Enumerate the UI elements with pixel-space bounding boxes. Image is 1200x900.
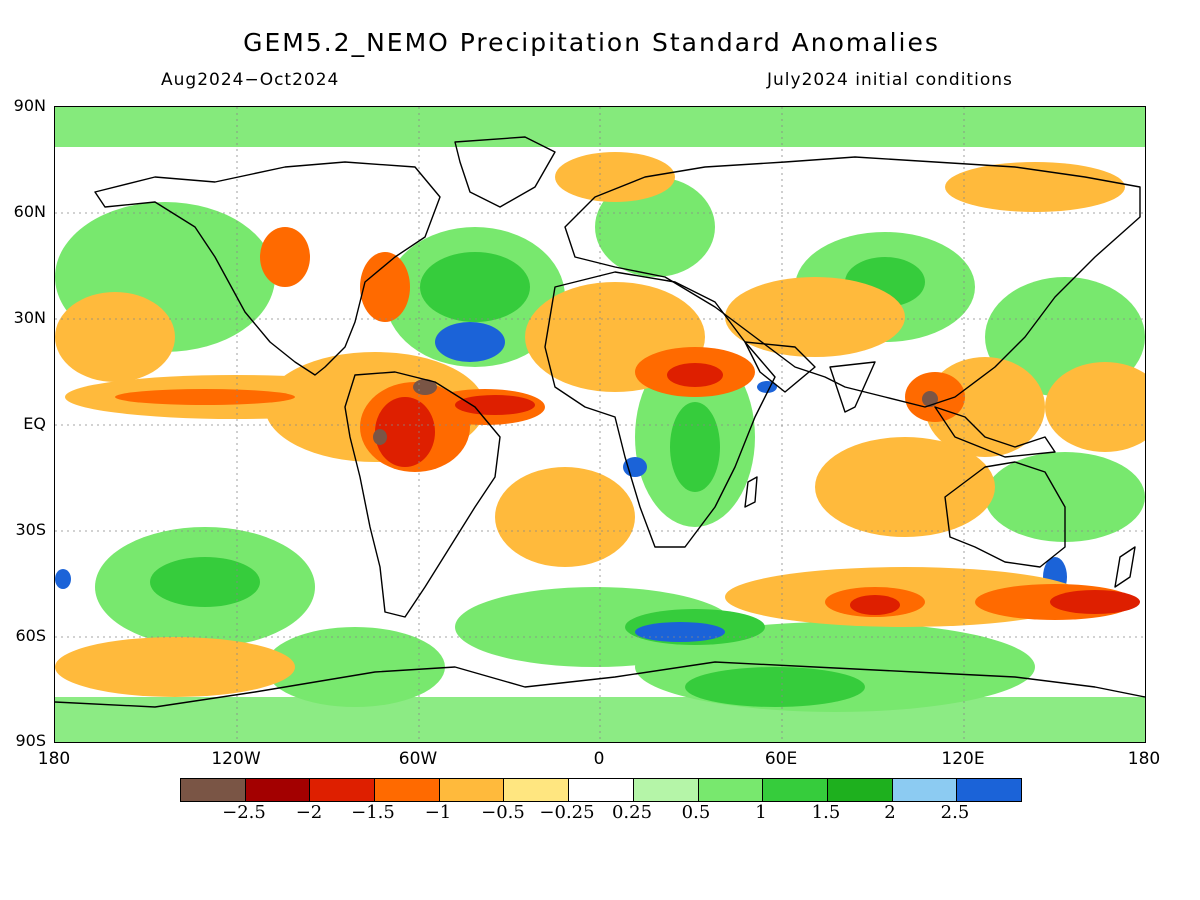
colorbar-label: 1 — [755, 802, 767, 823]
lat-label-60n: 60N — [13, 202, 46, 221]
colorbar-swatch — [569, 779, 634, 801]
north-america-coast — [94, 161, 441, 376]
lat-label-30n: 30N — [13, 308, 46, 327]
lon-label-180e: 180 — [1127, 749, 1161, 769]
colorbar-label: 1.5 — [811, 802, 841, 823]
lat-label-90n: 90N — [13, 96, 46, 115]
colorbar-label: −1 — [424, 802, 452, 823]
anomaly-map — [54, 106, 1146, 743]
colorbar-swatch — [763, 779, 828, 801]
coastlines — [55, 136, 1145, 708]
lon-label-60e: 60E — [764, 749, 798, 769]
lon-label-0: 0 — [593, 749, 605, 769]
eurasia-coast — [564, 156, 1141, 408]
madagascar-coast — [744, 476, 758, 508]
colorbar-swatch — [698, 779, 764, 801]
antarctica-coast — [55, 661, 1145, 708]
colorbar-label: −0.25 — [539, 802, 595, 823]
colorbar-swatch — [310, 779, 376, 801]
south-america-coast — [344, 371, 501, 618]
strong-dry-fields — [375, 363, 1140, 615]
colorbar-swatch — [892, 779, 958, 801]
india-coast — [829, 361, 876, 413]
colorbar-swatch — [181, 779, 246, 801]
arabia-coast — [744, 341, 816, 393]
colorbar-swatch — [827, 779, 893, 801]
lat-label-eq: EQ — [23, 414, 46, 433]
map-title: GEM5.2_NEMO Precipitation Standard Anoma… — [243, 28, 940, 57]
greenland-coast — [454, 136, 556, 208]
graticule — [55, 107, 1145, 742]
colorbar-label: 0.25 — [611, 802, 653, 823]
colorbar-swatch — [375, 779, 440, 801]
colorbar-label: −0.5 — [481, 802, 525, 823]
australia-coast — [944, 461, 1066, 568]
lon-label-180w: 180 — [37, 749, 71, 769]
colorbar-swatch — [633, 779, 699, 801]
forecast-period: Aug2024−Oct2024 — [161, 70, 340, 90]
initial-conditions: July2024 initial conditions — [767, 70, 1013, 90]
colorbar-label: 2.5 — [940, 802, 970, 823]
colorbar-label: −2.5 — [222, 802, 266, 823]
colorbar-swatch — [957, 779, 1021, 801]
lat-label-60s: 60S — [15, 626, 46, 645]
africa-coast — [544, 271, 776, 548]
lat-label-30s: 30S — [15, 520, 46, 539]
colorbar-label: 0.5 — [681, 802, 711, 823]
lat-label-90s: 90S — [15, 731, 46, 750]
colorbar — [180, 778, 1022, 802]
colorbar-label: −2 — [295, 802, 323, 823]
lon-label-120e: 120E — [941, 749, 985, 769]
colorbar-label: 2 — [884, 802, 896, 823]
lon-label-120w: 120W — [211, 749, 261, 769]
colorbar-swatch — [245, 779, 311, 801]
colorbar-swatch — [504, 779, 570, 801]
colorbar-swatch — [439, 779, 505, 801]
maritime-continent-coast — [934, 406, 1056, 458]
anomaly-map-svg — [55, 107, 1145, 742]
lon-label-60w: 60W — [398, 749, 438, 769]
new-zealand-coast — [1114, 546, 1136, 588]
colorbar-label: −1.5 — [351, 802, 395, 823]
